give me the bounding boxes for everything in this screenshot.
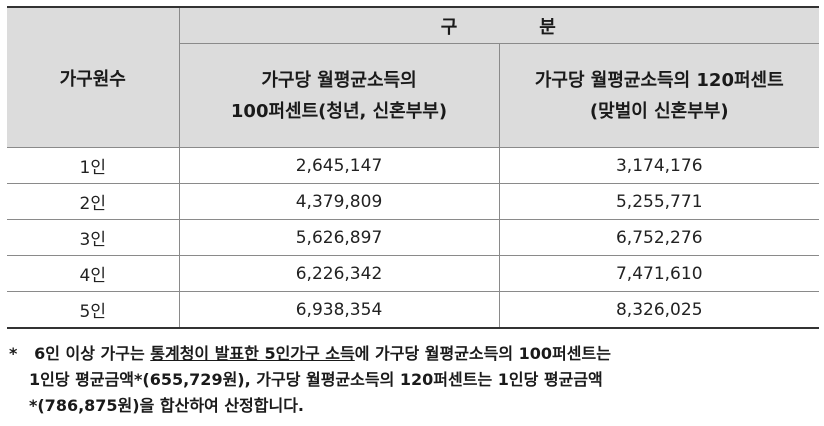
income-120-cell: 3,174,176	[498, 147, 819, 184]
income-100-cell: 5,626,897	[178, 219, 500, 256]
footnote-text-part2: 에 가구당 월평균소득의 100퍼센트는	[354, 344, 611, 363]
table-row: 1인 2,645,147 3,174,176	[7, 147, 819, 184]
footnote-underlined-text: 통계청이 발표한 5인가구 소득	[150, 344, 355, 363]
table-row: 2인 4,379,809 5,255,771	[7, 183, 819, 220]
income-100-cell: 6,226,342	[178, 255, 500, 292]
income-120-cell: 5,255,771	[498, 183, 819, 220]
footnote-line-1: * 6인 이상 가구는 통계청이 발표한 5인가구 소득에 가구당 월평균소득의…	[9, 341, 819, 367]
household-size-cell: 5인	[7, 291, 180, 329]
footnote-line-2: 1인당 평균금액*(655,729원), 가구당 월평균소득의 120퍼센트는 …	[29, 370, 603, 389]
col-120-line1: 가구당 월평균소득의 120퍼센트	[534, 69, 784, 91]
header-row-columns: 가구당 월평균소득의 100퍼센트(청년, 신혼부부) 가구당 월평균소득의 1…	[7, 43, 819, 148]
footnote-line-3: *(786,875원)을 합산하여 산정합니다.	[29, 396, 305, 415]
table-row: 3인 5,626,897 6,752,276	[7, 219, 819, 256]
table-row: 4인 6,226,342 7,471,610	[7, 255, 819, 292]
col-100-line2: 100퍼센트(청년, 신혼부부)	[230, 100, 448, 122]
table-row: 5인 6,938,354 8,326,025	[7, 291, 819, 329]
income-120-cell: 6,752,276	[498, 219, 819, 256]
col-100-percent-header: 가구당 월평균소득의 100퍼센트(청년, 신혼부부)	[179, 43, 500, 148]
household-size-cell: 1인	[7, 147, 180, 184]
income-100-cell: 2,645,147	[178, 147, 500, 184]
income-120-cell: 8,326,025	[498, 291, 819, 329]
income-120-cell: 7,471,610	[498, 255, 819, 292]
footnote-text-part1: 6인 이상 가구는	[34, 344, 151, 363]
category-header-left: 구	[440, 16, 460, 38]
household-size-cell: 3인	[7, 219, 180, 256]
footnote: * 6인 이상 가구는 통계청이 발표한 5인가구 소득에 가구당 월평균소득의…	[7, 341, 819, 419]
income-100-cell: 4,379,809	[178, 183, 500, 220]
col-120-line2: (맞벌이 신혼부부)	[589, 100, 729, 122]
col-120-percent-header: 가구당 월평균소득의 120퍼센트 (맞벌이 신혼부부)	[498, 43, 819, 148]
household-size-cell: 4인	[7, 255, 180, 292]
household-size-cell: 2인	[7, 183, 180, 220]
col-100-line1: 가구당 월평균소득의	[261, 69, 417, 91]
footnote-marker: *	[9, 344, 18, 363]
income-100-cell: 6,938,354	[178, 291, 500, 329]
household-size-header: 가구원수	[7, 6, 180, 148]
category-header-right: 분	[539, 16, 558, 38]
